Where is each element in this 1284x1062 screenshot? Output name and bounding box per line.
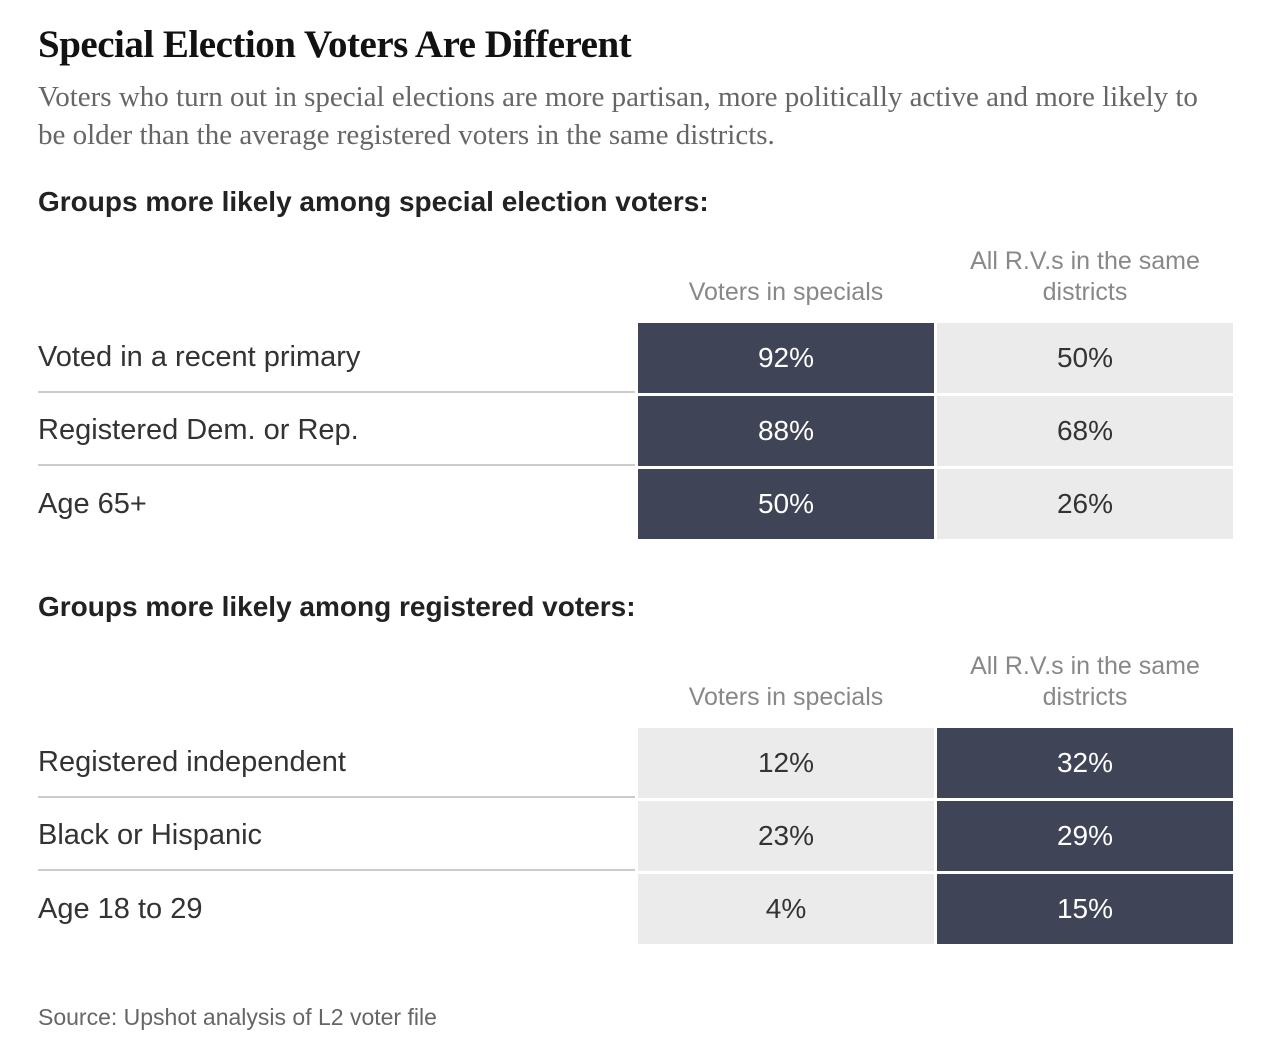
highlight-cell: 92% <box>638 323 934 393</box>
table-heading: Groups more likely among special electio… <box>38 186 709 217</box>
row-label: Voted in a recent primary <box>38 323 635 393</box>
table-section: Groups more likely among registered vote… <box>38 586 1246 944</box>
row-label: Registered independent <box>38 728 635 798</box>
table-section: Groups more likely among special electio… <box>38 181 1246 539</box>
highlight-cell: 15% <box>937 874 1233 944</box>
table-heading: Groups more likely among registered vote… <box>38 591 636 622</box>
column-header: All R.V.s in the same districts <box>970 247 1200 306</box>
title: Special Election Voters Are Different <box>38 23 632 66</box>
value-cell: 23% <box>638 801 934 871</box>
highlight-cell: 29% <box>937 801 1233 871</box>
value-cell: 26% <box>937 469 1233 539</box>
tables: Groups more likely among special electio… <box>38 181 1246 944</box>
value-cell: 68% <box>937 396 1233 466</box>
column-header-spacer <box>38 628 635 725</box>
row-label: Registered Dem. or Rep. <box>38 396 635 466</box>
highlight-cell: 88% <box>638 396 934 466</box>
source: Source: Upshot analysis of L2 voter file <box>38 1004 437 1030</box>
value-cell: 4% <box>638 874 934 944</box>
row-label: Age 65+ <box>38 487 147 520</box>
highlight-cell: 50% <box>638 469 934 539</box>
table: Voters in specials All R.V.s in the same … <box>38 223 1246 539</box>
subtitle: Voters who turn out in special elections… <box>38 81 1198 151</box>
column-header: All R.V.s in the same districts <box>970 652 1200 711</box>
value-cell: 50% <box>937 323 1233 393</box>
value-cell: 12% <box>638 728 934 798</box>
column-header-spacer <box>38 223 635 320</box>
column-header: Voters in specials <box>688 278 884 306</box>
highlight-cell: 32% <box>937 728 1233 798</box>
row-label: Age 18 to 29 <box>38 892 203 925</box>
table: Voters in specials All R.V.s in the same … <box>38 628 1246 944</box>
row-label: Black or Hispanic <box>38 801 635 871</box>
column-header: Voters in specials <box>688 683 884 711</box>
